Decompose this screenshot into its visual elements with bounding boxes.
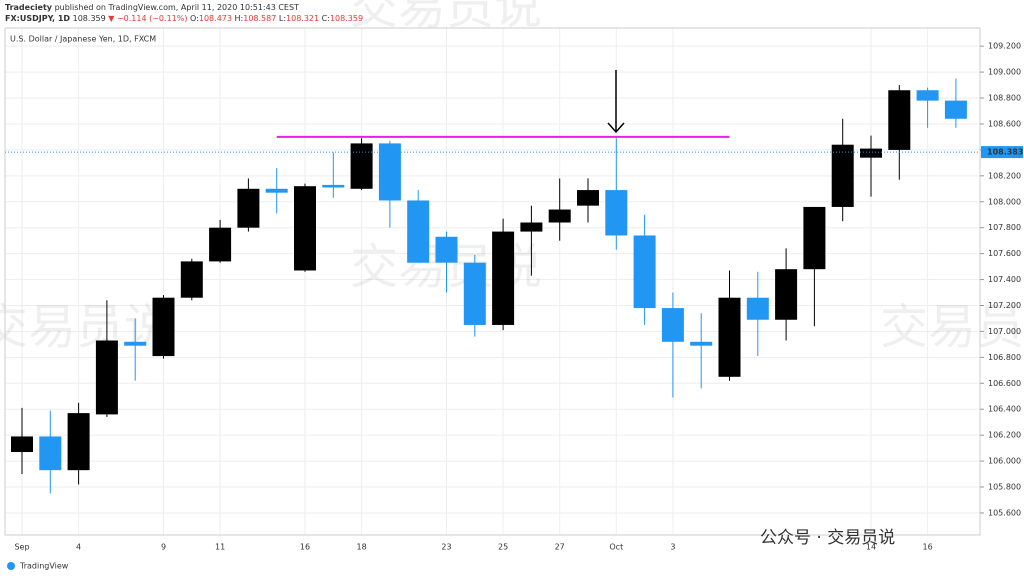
ohlc-value: 108.587 [243,14,276,23]
y-tick-label: 106.400 [988,405,1021,414]
footer-brand: TradingView [19,562,69,571]
candle-body [860,148,882,158]
candle-body [492,231,515,325]
candle-body [95,340,118,415]
y-tick-label: 108.000 [988,197,1021,206]
candle-body [775,269,798,320]
x-tick-label: 4 [76,543,81,552]
candle-body [746,297,769,320]
ohlc-label: H: [235,14,244,23]
publisher: Tradeciety [5,3,53,12]
x-tick-label: 16 [923,543,933,552]
ohlc-value: 108.473 [199,14,232,23]
y-tick-label: 106.200 [988,431,1021,440]
candle-body [124,341,147,346]
ohlc-label: C: [322,14,330,23]
candle-body [378,143,401,201]
candle-body [718,297,741,377]
chart-title: U.S. Dollar / Japanese Yen, 1D, FXCM [10,35,156,44]
change: ▼ −0.114 (−0.11%) [108,14,187,23]
y-tick-label: 108.600 [988,119,1021,128]
x-tick-label: 11 [215,543,225,552]
y-tick-label: 109.000 [988,68,1021,77]
candle-body [152,297,175,357]
header-line: Tradeciety published on TradingView.com,… [5,3,299,12]
y-tick-label: 109.200 [988,42,1021,51]
x-tick-label: Sep [14,543,29,552]
x-tick-label: 25 [498,543,508,552]
watermark: 交易员说 [0,299,172,355]
ohlc-label: L: [279,14,286,23]
candle-body [265,188,288,193]
candle-body [831,144,854,207]
candle-body [690,341,713,346]
candle-body [294,186,316,271]
published: published on TradingView.com, April 11, … [55,3,299,12]
x-tick-label: 23 [441,543,451,552]
y-tick-label: 108.200 [988,171,1021,180]
x-tick-label: 9 [161,543,166,552]
candle-body [577,190,599,206]
x-tick-label: 18 [357,543,367,552]
candle-body [661,308,684,342]
candle-body [180,261,203,298]
candle-body [237,188,260,228]
candle-body [520,222,543,232]
y-tick-label: 108.800 [988,94,1021,103]
y-tick-label: 105.800 [988,483,1021,492]
y-tick-label: 106.800 [988,353,1021,362]
last-price-box [981,146,1023,159]
y-tick-label: 107.600 [988,249,1021,258]
candle-body [944,100,967,119]
watermark: 交易员说 [880,299,1024,355]
y-tick-label: 105.600 [988,508,1021,517]
ohlc-label: O: [190,14,199,23]
channel-watermark: 公众号 · 交易员说 [760,528,895,548]
candle-body [888,90,911,150]
candle-body [209,227,232,262]
y-tick-label: 106.000 [988,457,1021,466]
y-tick-label: 106.600 [988,379,1021,388]
last-price-label: 108.383 [987,148,1023,157]
y-tick-label: 107.200 [988,301,1021,310]
x-tick-label: 14 [866,543,876,552]
x-tick-label: 3 [670,543,675,552]
candle-body [39,436,62,471]
candle-body [11,436,33,453]
brand-logo [7,562,15,570]
candle-body [67,413,90,471]
watermark: 交易员说 [350,0,542,35]
y-tick-label: 107.800 [988,223,1021,232]
y-tick-label: 107.000 [988,327,1021,336]
candle-body [435,236,458,263]
symbol-line: FX:USDJPY, 1D 108.359 ▼ −0.114 (−0.11%) … [5,14,363,23]
candle-body [605,190,628,236]
candle-body [916,90,939,101]
arrow-head [607,122,625,134]
candle-body [548,209,571,223]
candle-body [463,262,486,325]
candle-body [322,184,345,188]
plot-frame [4,27,981,536]
x-tick-label: 27 [555,543,565,552]
candle-body [407,200,430,263]
x-tick-label: Oct [609,543,623,552]
x-tick-label: 16 [300,543,310,552]
ohlc-value: 108.321 [286,14,319,23]
candle-body [803,206,826,270]
candle-body [633,235,656,309]
grid [5,28,980,535]
candle-body [350,143,373,189]
y-tick-label: 107.400 [988,275,1021,284]
ohlc-value: 108.359 [330,14,363,23]
symbol: FX:USDJPY, 1D [5,14,70,23]
last: 108.359 [73,14,106,23]
